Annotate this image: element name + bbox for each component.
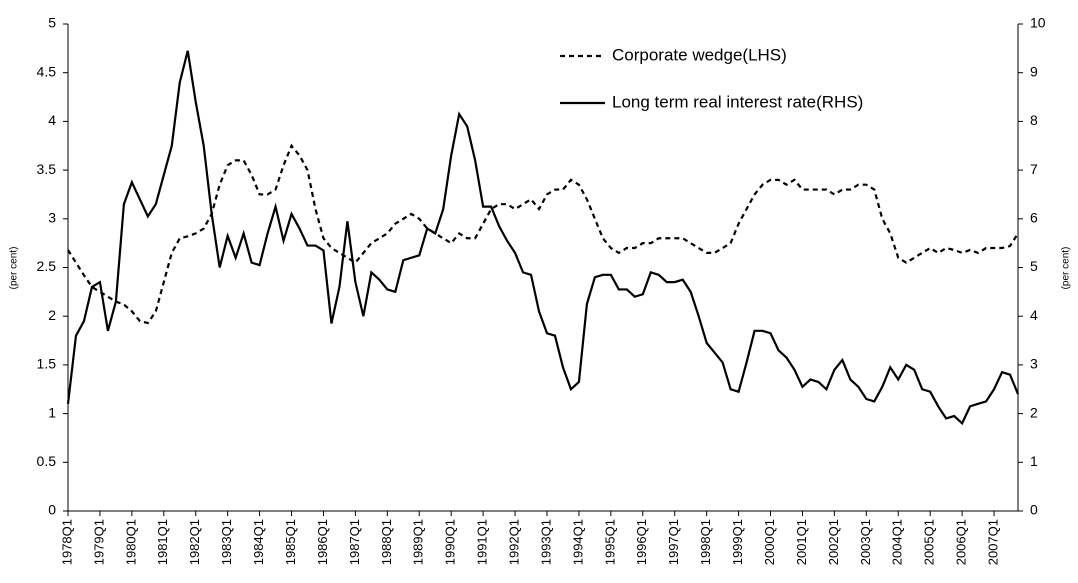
legend-label: Corporate wedge(LHS): [612, 45, 787, 64]
x-tick-label: 2007Q1: [985, 519, 1000, 565]
x-tick-label: 1980Q1: [123, 519, 138, 565]
x-tick-label: 1991Q1: [475, 519, 490, 565]
y2-tick-label: 7: [1030, 161, 1038, 177]
x-tick-label: 1998Q1: [698, 519, 713, 565]
y2-tick-label: 9: [1030, 63, 1038, 79]
y-tick-label: 1: [48, 404, 56, 420]
y-tick-label: 4: [48, 112, 56, 128]
x-tick-label: 1999Q1: [730, 519, 745, 565]
series-line: [67, 143, 1019, 325]
y2-tick-label: 6: [1030, 210, 1038, 226]
y-tick-label: 5: [48, 15, 56, 31]
x-tick-label: 1988Q1: [379, 519, 394, 565]
x-tick-label: 1981Q1: [155, 519, 170, 565]
x-tick-label: 1997Q1: [666, 519, 681, 565]
x-tick-label: 1992Q1: [506, 519, 521, 565]
legend-label: Long term real interest rate(RHS): [612, 92, 863, 111]
x-tick-label: 2002Q1: [826, 519, 841, 565]
y2-axis-title: (per cent): [1061, 247, 1072, 290]
y-tick-label: 2.5: [37, 258, 57, 274]
x-tick-label: 2004Q1: [890, 519, 905, 565]
x-tick-label: 1990Q1: [443, 519, 458, 565]
x-tick-label: 2005Q1: [922, 519, 937, 565]
x-tick-label: 2001Q1: [794, 519, 809, 565]
y-tick-label: 1.5: [37, 356, 57, 372]
x-tick-label: 1982Q1: [187, 519, 202, 565]
x-tick-label: 2000Q1: [762, 519, 777, 565]
x-tick-label: 1996Q1: [634, 519, 649, 565]
x-tick-label: 2006Q1: [954, 519, 969, 565]
x-tick-label: 1987Q1: [347, 519, 362, 565]
y2-tick-label: 5: [1030, 258, 1038, 274]
x-tick-label: 1979Q1: [91, 519, 106, 565]
y-axis-title: (per cent): [9, 247, 20, 290]
y-tick-label: 0.5: [37, 453, 57, 469]
x-tick-label: 1978Q1: [59, 519, 74, 565]
y-tick-label: 3.5: [37, 161, 57, 177]
x-tick-label: 1989Q1: [411, 519, 426, 565]
y-tick-label: 0: [48, 502, 56, 518]
y2-tick-label: 4: [1030, 307, 1038, 323]
x-tick-label: 1985Q1: [283, 519, 298, 565]
y2-tick-label: 3: [1030, 356, 1038, 372]
y2-tick-label: 8: [1030, 112, 1038, 128]
x-tick-label: 2003Q1: [858, 519, 873, 565]
x-tick-label: 1994Q1: [570, 519, 585, 565]
y2-tick-label: 0: [1030, 502, 1038, 518]
y2-tick-label: 1: [1030, 453, 1038, 469]
series-line: [66, 50, 1020, 426]
y2-tick-label: 2: [1030, 404, 1038, 420]
y-tick-label: 4.5: [37, 63, 57, 79]
y2-tick-label: 10: [1030, 15, 1046, 31]
x-tick-label: 1993Q1: [538, 519, 553, 565]
x-tick-label: 1984Q1: [251, 519, 266, 565]
y-tick-label: 3: [48, 210, 56, 226]
y-tick-label: 2: [48, 307, 56, 323]
x-tick-label: 1983Q1: [219, 519, 234, 565]
x-tick-label: 1995Q1: [602, 519, 617, 565]
x-tick-label: 1986Q1: [315, 519, 330, 565]
